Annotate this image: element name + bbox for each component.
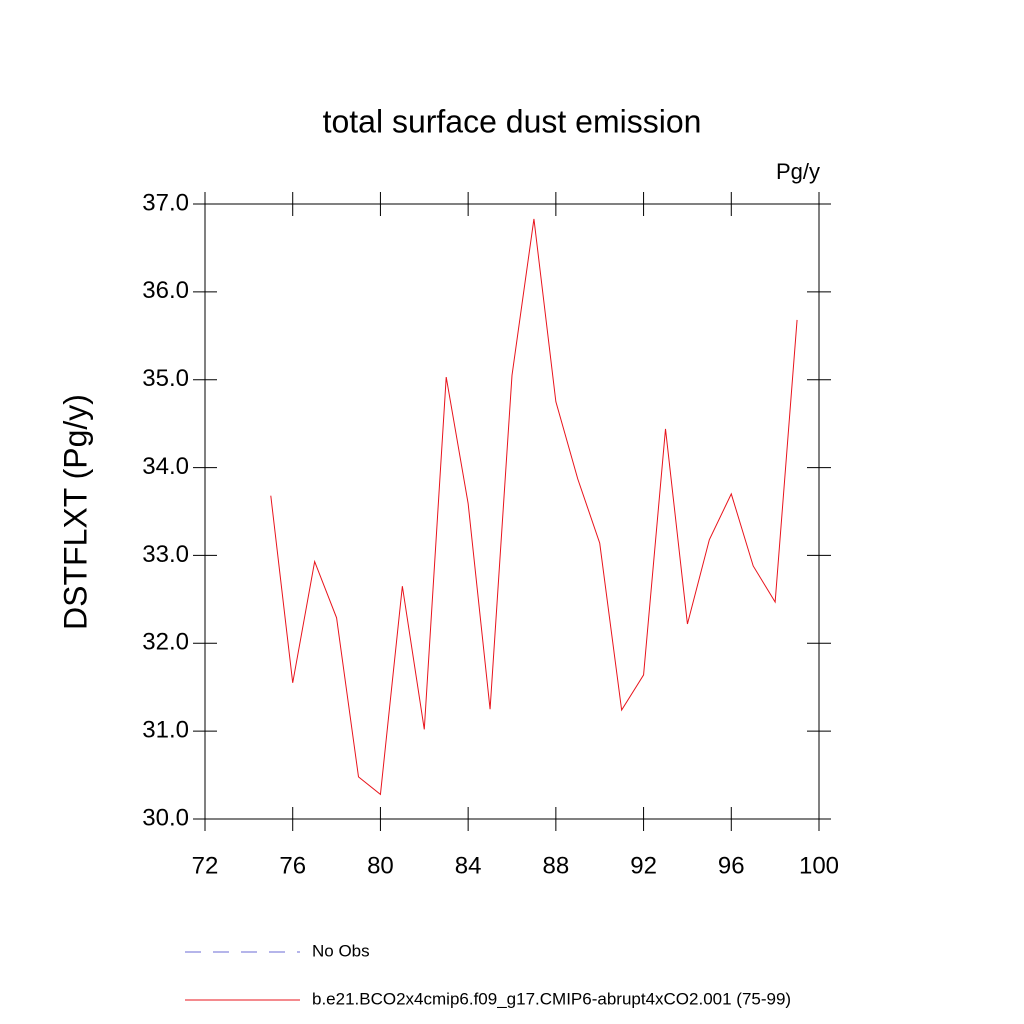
y-tick-label: 37.0: [142, 189, 189, 216]
x-tick-label: 84: [455, 852, 482, 879]
units-label: Pg/y: [776, 159, 820, 184]
plot-frame: [204, 203, 820, 820]
x-tick-label: 72: [192, 852, 219, 879]
x-tick-label: 88: [543, 852, 570, 879]
y-tick-label: 33.0: [142, 541, 189, 568]
legend-label: b.e21.BCO2x4cmip6.f09_g17.CMIP6-abrupt4x…: [312, 989, 791, 1008]
y-tick-label: 36.0: [142, 277, 189, 304]
y-tick-label: 34.0: [142, 453, 189, 480]
chart-title: total surface dust emission: [323, 103, 702, 139]
data-line: [270, 218, 798, 796]
x-tick-label: 96: [718, 852, 745, 879]
y-tick-label: 31.0: [142, 716, 189, 743]
x-tick-label: 76: [279, 852, 306, 879]
legend-label: No Obs: [312, 941, 370, 960]
y-tick-label: 32.0: [142, 629, 189, 656]
x-tick-label: 100: [799, 852, 839, 879]
y-tick-label: 30.0: [142, 804, 189, 831]
x-tick-label: 80: [367, 852, 394, 879]
y-axis-title: DSTFLXT (Pg/y): [57, 394, 93, 630]
x-tick-label: 92: [630, 852, 657, 879]
y-tick-label: 35.0: [142, 365, 189, 392]
